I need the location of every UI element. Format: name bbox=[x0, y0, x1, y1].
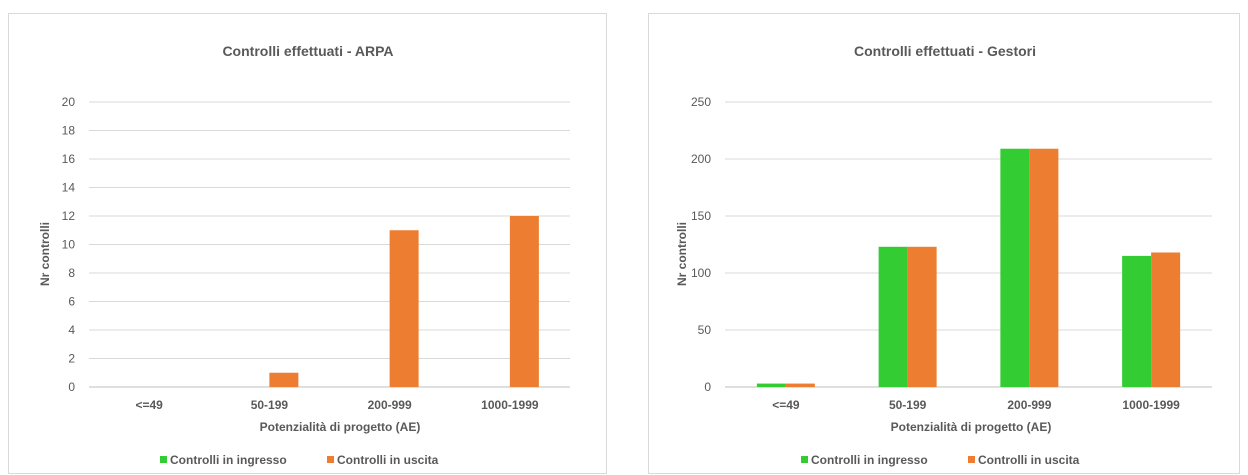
legend-swatch-ingresso bbox=[160, 456, 167, 463]
x-tick-label: <=49 bbox=[772, 398, 800, 412]
bars bbox=[269, 216, 539, 387]
gridlines bbox=[89, 101, 570, 388]
legend-label-uscita: Controlli in uscita bbox=[337, 453, 439, 467]
x-tick-label: 1000-1999 bbox=[1122, 398, 1180, 412]
x-tick-label: <=49 bbox=[135, 398, 163, 412]
chart-title: Controlli effettuati - ARPA bbox=[222, 43, 393, 59]
legend-swatch-uscita bbox=[968, 456, 975, 463]
y-tick-label: 20 bbox=[62, 95, 76, 109]
y-tick-label: 200 bbox=[691, 152, 711, 166]
y-tick-label: 12 bbox=[62, 209, 76, 223]
x-tick-label: 200-999 bbox=[1007, 398, 1051, 412]
y-tick-label: 18 bbox=[62, 124, 76, 138]
legend-swatch-ingresso bbox=[801, 456, 808, 463]
x-tick-label: 1000-1999 bbox=[481, 398, 539, 412]
y-tick-label: 8 bbox=[68, 266, 75, 280]
y-tick-label: 6 bbox=[68, 295, 75, 309]
bar-uscita bbox=[269, 372, 299, 387]
legend-label-uscita: Controlli in uscita bbox=[978, 453, 1080, 467]
bar-uscita bbox=[1151, 252, 1181, 387]
legend: Controlli in ingresso Controlli in uscit… bbox=[160, 453, 439, 467]
y-tick-label: 0 bbox=[704, 380, 711, 394]
bar-ingresso bbox=[756, 383, 786, 387]
y-tick-label: 16 bbox=[62, 152, 76, 166]
x-axis-title: Potenzialità di progetto (AE) bbox=[260, 420, 421, 434]
tick-labels: 0 2 4 6 8 10 12 14 16 18 20 <=49 50-199 200-999 1000-1… bbox=[62, 95, 539, 412]
legend-label-ingresso: Controlli in ingresso bbox=[170, 453, 287, 467]
tick-labels: 0 50 100 150 200 250 <=49 50-199 200-999 1000-199… bbox=[691, 95, 1180, 412]
y-tick-label: 50 bbox=[698, 323, 712, 337]
bar-uscita bbox=[785, 383, 815, 387]
y-tick-label: 250 bbox=[691, 95, 711, 109]
y-tick-label: 0 bbox=[68, 380, 75, 394]
x-tick-label: 50-199 bbox=[889, 398, 927, 412]
x-axis-title: Potenzialità di progetto (AE) bbox=[891, 420, 1052, 434]
y-tick-label: 150 bbox=[691, 209, 711, 223]
bar-uscita bbox=[509, 216, 539, 387]
chart-title: Controlli effettuati - Gestori bbox=[854, 43, 1036, 59]
y-tick-label: 14 bbox=[62, 181, 76, 195]
legend: Controlli in ingresso Controlli in uscit… bbox=[801, 453, 1080, 467]
y-axis-title: Nr controlli bbox=[38, 222, 52, 286]
bars bbox=[756, 148, 1181, 387]
chart-gestori-panel: Controlli effettuati - Gestori Nr contro… bbox=[648, 13, 1240, 474]
bar-uscita bbox=[907, 246, 937, 387]
chart-gestori: Controlli effettuati - Gestori Nr contro… bbox=[675, 43, 1212, 467]
x-tick-label: 50-199 bbox=[251, 398, 289, 412]
chart-arpa-panel: Controlli effettuati - ARPA Nr controlli… bbox=[8, 13, 607, 474]
bar-uscita bbox=[389, 230, 419, 387]
chart-arpa: Controlli effettuati - ARPA Nr controlli… bbox=[38, 43, 570, 467]
bar-ingresso bbox=[1000, 148, 1030, 387]
bar-uscita bbox=[1029, 148, 1059, 387]
y-tick-label: 10 bbox=[62, 238, 76, 252]
y-tick-label: 100 bbox=[691, 266, 711, 280]
x-tick-label: 200-999 bbox=[368, 398, 412, 412]
legend-swatch-uscita bbox=[327, 456, 334, 463]
y-axis-title: Nr controlli bbox=[675, 222, 689, 286]
bar-ingresso bbox=[1122, 255, 1152, 387]
y-tick-label: 2 bbox=[68, 352, 75, 366]
legend-label-ingresso: Controlli in ingresso bbox=[811, 453, 928, 467]
y-tick-label: 4 bbox=[68, 323, 75, 337]
bar-ingresso bbox=[878, 246, 908, 387]
